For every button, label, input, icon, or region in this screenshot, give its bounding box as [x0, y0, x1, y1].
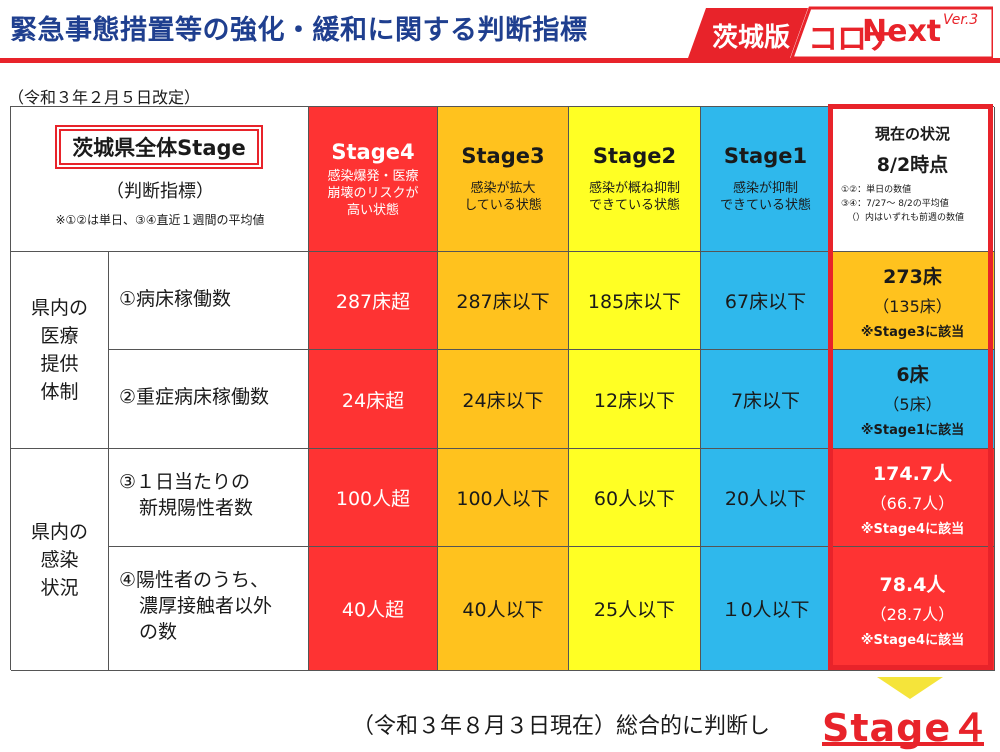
group-label-line: 提供: [40, 353, 79, 375]
status-badge: ※Stage1に該当: [860, 423, 965, 438]
logo-ibaraki-text: 茨城版: [712, 23, 791, 53]
criteria-cell: 40人超: [309, 547, 438, 671]
group-label-line: 状況: [40, 576, 79, 599]
table-row: ①病床稼働数: [109, 252, 309, 350]
status-badge: ※Stage3に該当: [860, 324, 965, 340]
item-label: の数: [139, 621, 178, 643]
revision-note: （令和３年２月５日改定）: [8, 88, 201, 107]
item-label: ④陽性者のうち、: [119, 569, 270, 591]
table-corner-header: 茨城県全体Stage （判断指標） ※①②は単日、③④直近１週間の平均値: [11, 107, 309, 252]
group-label-medical: 県内の 医療 提供 体制: [11, 252, 109, 449]
table-row: ②重症病床稼働数: [109, 350, 309, 449]
current-value: 78.4人: [879, 573, 946, 596]
current-status-date: 8/2時点: [876, 154, 949, 176]
stage-name: Stage1: [723, 144, 808, 168]
conclusion-text: （令和３年８月３日現在）総合的に判断し: [352, 714, 771, 739]
criteria-cell: 100人超: [309, 449, 438, 547]
group-label-line: 県内の: [30, 297, 88, 319]
stage-name: Stage4: [331, 139, 415, 164]
current-status-title: 現在の状況: [874, 125, 950, 143]
criteria-cell: 185床以下: [569, 252, 701, 350]
criteria-cell: 12床以下: [569, 350, 701, 449]
criteria-cell: 7床以下: [701, 350, 831, 449]
table-row: ④陽性者のうち、 濃厚接触者以外 の数: [109, 547, 309, 671]
stage-name: Stage2: [592, 144, 677, 168]
current-value-cell: 174.7人 （66.7人） ※Stage4に該当: [831, 449, 995, 547]
group-label-line: 感染: [40, 548, 79, 571]
stage4-header: Stage4 感染爆発・医療 崩壊のリスクが 高い状態: [309, 107, 438, 252]
stage3-header: Stage3 感染が拡大 している状態: [438, 107, 569, 252]
stage-desc: 高い状態: [346, 202, 399, 218]
title-divider: [0, 58, 1000, 63]
current-status-header: 現在の状況 8/2時点 ①②：単日の数値 ③④：7/27～ 8/2の平均値 （）…: [831, 107, 995, 252]
previous-value: （5床）: [883, 395, 942, 414]
stage1-header: Stage1 感染が抑制 できている状態: [701, 107, 831, 252]
table-row: ③１日当たりの 新規陽性者数: [109, 449, 309, 547]
criteria-cell: 60人以下: [569, 449, 701, 547]
current-status-note: （）内はいずれも前週の数値: [847, 213, 965, 223]
criteria-cell: 40人以下: [438, 547, 569, 671]
current-status-note: ③④：7/27～ 8/2の平均値: [841, 199, 949, 209]
ibaraki-stage-box: 茨城県全体Stage: [55, 125, 263, 169]
criteria-cell: 287床以下: [438, 252, 569, 350]
group-label-line: 県内の: [30, 520, 88, 543]
stage-desc: 感染が抑制: [732, 181, 798, 196]
item-label: 濃厚接触者以外: [139, 595, 273, 617]
stage-desc: 感染爆発・医療: [327, 168, 419, 184]
criteria-subtitle: （判断指標）: [106, 181, 214, 202]
stage-desc: 感染が拡大: [470, 181, 536, 196]
previous-value: （66.7人）: [870, 493, 955, 513]
criteria-cell: 67床以下: [701, 252, 831, 350]
status-badge: ※Stage4に該当: [860, 521, 965, 537]
stage-name: Stage3: [461, 144, 545, 168]
item-label: 新規陽性者数: [139, 497, 254, 519]
criteria-cell: １0人以下: [701, 547, 831, 671]
down-arrow-icon: [877, 677, 943, 703]
logo-next-text: Next: [862, 14, 942, 49]
criteria-note: ※①②は単日、③④直近１週間の平均値: [55, 213, 265, 227]
stage-desc: 崩壊のリスクが: [327, 185, 419, 201]
previous-value: （28.7人）: [870, 604, 955, 624]
criteria-cell: 24床超: [309, 350, 438, 449]
current-value-cell: 273床 （135床） ※Stage3に該当: [831, 252, 995, 350]
ibaraki-stage-label: 茨城県全体Stage: [59, 129, 259, 165]
stage-desc: している状態: [464, 198, 542, 213]
criteria-cell: 287床超: [309, 252, 438, 350]
conclusion-underline: [822, 742, 984, 746]
logo-version: Ver.3: [943, 12, 979, 28]
logo-corona-text: コロナ: [808, 22, 896, 57]
current-value: 174.7人: [872, 462, 953, 485]
stage2-header: Stage2 感染が概ね抑制 できている状態: [569, 107, 701, 252]
item-label: ②重症病床稼働数: [119, 386, 270, 408]
criteria-cell: 20人以下: [701, 449, 831, 547]
current-value-cell: 6床 （5床） ※Stage1に該当: [831, 350, 995, 449]
item-label: ③１日当たりの: [119, 471, 251, 493]
criteria-cell: 100人以下: [438, 449, 569, 547]
item-label: ①病床稼働数: [119, 288, 232, 310]
group-label-line: 医療: [40, 325, 79, 347]
ibaraki-corona-next-logo: [688, 6, 993, 60]
group-label-infection: 県内の 感染 状況: [11, 449, 109, 671]
current-value: 6床: [896, 364, 929, 386]
page-title: 緊急事態措置等の強化・緩和に関する判断指標: [10, 15, 588, 46]
stage-desc: 感染が概ね抑制: [588, 181, 680, 196]
current-value: 273床: [883, 265, 942, 288]
criteria-cell: 25人以下: [569, 547, 701, 671]
status-badge: ※Stage4に該当: [860, 632, 965, 648]
stage-desc: できている状態: [719, 198, 811, 213]
current-status-note: ①②：単日の数値: [841, 185, 912, 195]
group-label-line: 体制: [40, 381, 79, 403]
criteria-cell: 24床以下: [438, 350, 569, 449]
previous-value: （135床）: [873, 296, 952, 316]
indicator-table: 茨城県全体Stage （判断指標） ※①②は単日、③④直近１週間の平均値 Sta…: [10, 106, 995, 671]
current-value-cell: 78.4人 （28.7人） ※Stage4に該当: [831, 547, 995, 671]
stage-desc: できている状態: [588, 198, 680, 213]
